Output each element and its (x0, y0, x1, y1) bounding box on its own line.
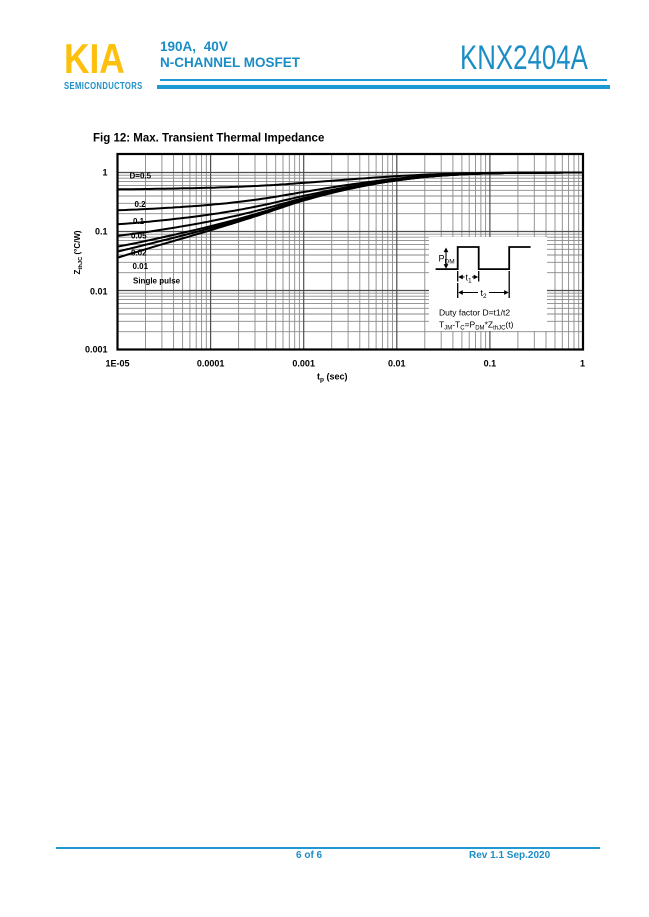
svg-text:t2: t2 (481, 288, 488, 300)
svg-text:0.0001: 0.0001 (197, 359, 225, 369)
svg-text:Single pulse: Single pulse (133, 277, 181, 286)
svg-text:tp (sec): tp (sec) (317, 372, 348, 384)
svg-text:0.01: 0.01 (90, 287, 108, 297)
svg-text:0.1: 0.1 (95, 227, 108, 237)
svg-text:0.001: 0.001 (85, 345, 108, 355)
svg-text:1: 1 (580, 359, 585, 369)
svg-text:0.01: 0.01 (133, 262, 149, 271)
svg-text:Fig 12: Max. Transient Thermal: Fig 12: Max. Transient Thermal Impedance (93, 133, 324, 145)
svg-text:1: 1 (102, 168, 107, 178)
svg-text:0.01: 0.01 (388, 359, 406, 369)
svg-text:Duty factor D=t1/t2: Duty factor D=t1/t2 (439, 308, 510, 318)
svg-text:0.02: 0.02 (131, 249, 147, 258)
svg-text:0.001: 0.001 (292, 359, 315, 369)
svg-text:0.05: 0.05 (131, 232, 147, 241)
svg-text:1E-05: 1E-05 (105, 359, 129, 369)
svg-text:t1: t1 (466, 273, 473, 285)
svg-text:0.1: 0.1 (484, 359, 497, 369)
svg-text:0.1: 0.1 (133, 217, 145, 226)
svg-text:D=0.5: D=0.5 (130, 171, 152, 180)
svg-text:0.2: 0.2 (135, 200, 147, 209)
svg-text:ZthJC (°C/W): ZthJC (°C/W) (73, 230, 84, 274)
